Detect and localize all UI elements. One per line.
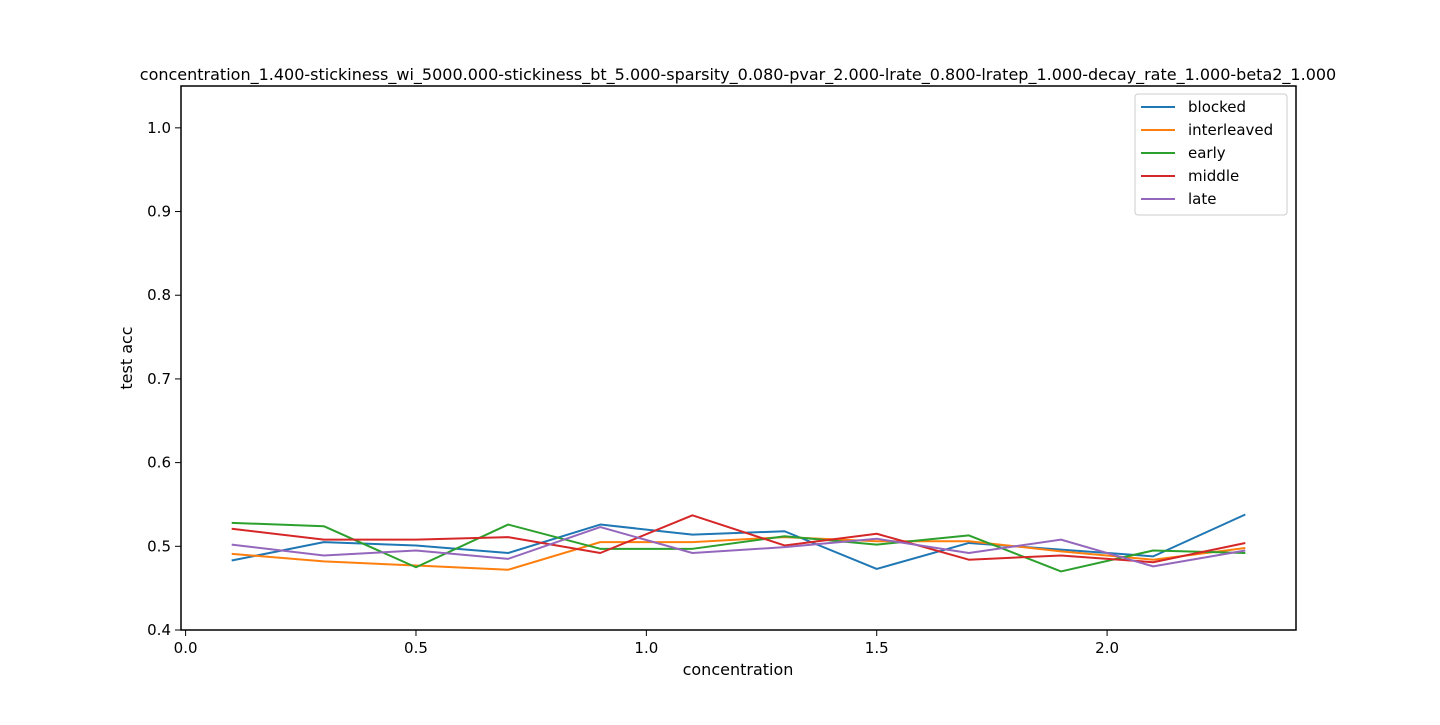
plot-frame (180, 85, 1297, 631)
x-tick-label: 0.0 (174, 639, 198, 657)
x-tick-label: 0.5 (404, 639, 428, 657)
y-tick-label: 0.9 (147, 203, 171, 221)
legend: blocked interleaved early middle late (1134, 93, 1288, 216)
y-tick-label: 0.6 (147, 454, 171, 472)
legend-label-late: late (1188, 190, 1216, 208)
series-lines (231, 513, 1246, 573)
y-axis-label: test acc (117, 326, 136, 389)
series-line-early (231, 521, 1246, 573)
x-tick-label: 1.0 (634, 639, 658, 657)
series-line-blocked (231, 513, 1246, 570)
series-line-late (231, 526, 1246, 568)
y-tick-label: 0.7 (147, 370, 171, 388)
series-line-interleaved (231, 536, 1246, 571)
y-tick-label: 0.4 (147, 621, 171, 639)
y-tick-label: 0.8 (147, 286, 171, 304)
chart-title: concentration_1.400-stickiness_wi_5000.0… (140, 65, 1336, 85)
series-line-middle (231, 514, 1246, 564)
legend-label-interleaved: interleaved (1188, 121, 1273, 139)
legend-box (1134, 93, 1288, 216)
axis-ticks: 0.0 0.5 1.0 1.5 2.0 0.4 0.5 0.6 0.7 0.8 0.9 1.0 (147, 119, 1119, 657)
x-tick-label: 2.0 (1095, 639, 1119, 657)
x-tick-label: 1.5 (865, 639, 889, 657)
legend-label-middle: middle (1188, 167, 1239, 185)
legend-label-blocked: blocked (1188, 98, 1246, 116)
y-tick-label: 0.5 (147, 537, 171, 555)
y-tick-label: 1.0 (147, 119, 171, 137)
legend-label-early: early (1188, 144, 1226, 162)
x-axis-label: concentration (683, 660, 794, 679)
